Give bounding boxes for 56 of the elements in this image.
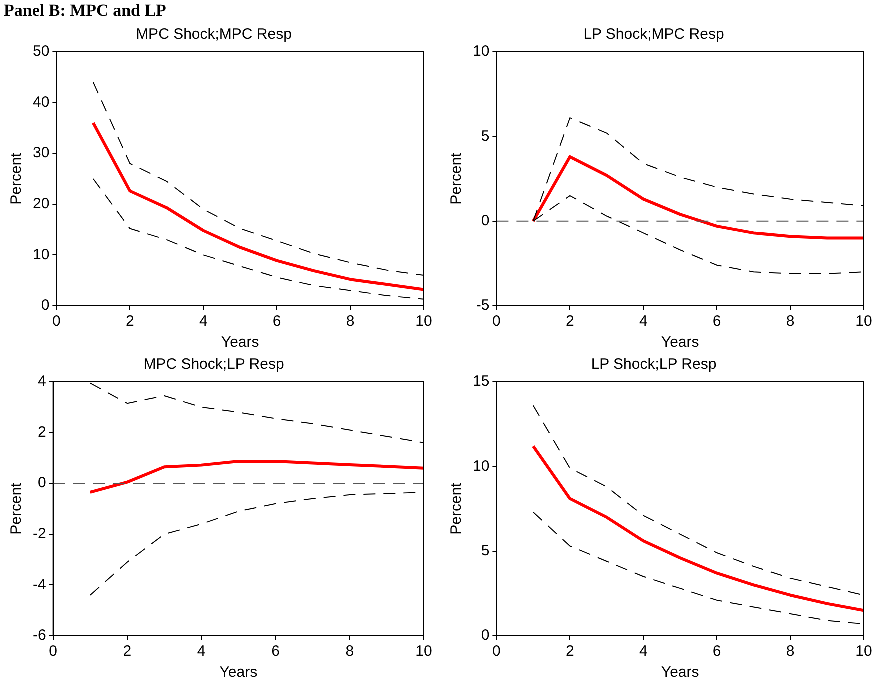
- y-tick-label: -2: [32, 526, 46, 543]
- y-tick-label: -6: [32, 627, 46, 644]
- x-axis-title: Years: [221, 334, 260, 352]
- x-tick-label: 4: [639, 313, 648, 330]
- x-tick-label: 8: [786, 313, 795, 330]
- y-tick-label: 0: [41, 297, 50, 314]
- x-tick-label: 0: [492, 643, 501, 660]
- x-tick-label: 4: [199, 313, 208, 330]
- y-axis-title: Percent: [448, 152, 466, 205]
- x-tick-label: 4: [639, 643, 648, 660]
- x-tick-label: 8: [346, 313, 355, 330]
- x-tick-label: 8: [786, 643, 795, 660]
- y-tick-label: 0: [481, 212, 490, 230]
- x-axis-title: Years: [661, 664, 700, 682]
- y-tick-label: 2: [38, 424, 46, 441]
- y-tick-label: -5: [476, 297, 490, 314]
- x-tick-label: 0: [492, 313, 501, 330]
- y-tick-label: 5: [481, 128, 490, 145]
- y-tick-label: 15: [472, 373, 490, 390]
- x-tick-label: 6: [712, 313, 722, 330]
- y-tick-label: 5: [481, 542, 490, 560]
- x-tick-label: 6: [712, 643, 722, 660]
- y-tick-label: 0: [38, 474, 46, 492]
- x-tick-label: 6: [272, 313, 282, 330]
- y-tick-label: 10: [472, 43, 490, 60]
- chart-title: LP Shock;MPC Resp: [584, 26, 724, 44]
- y-tick-label: 40: [32, 94, 50, 111]
- x-tick-label: 4: [197, 643, 206, 660]
- x-tick-label: 2: [566, 313, 574, 330]
- chart-title: MPC Shock;MPC Resp: [136, 26, 292, 44]
- x-tick-label: 2: [566, 643, 574, 660]
- y-tick-label: 4: [38, 373, 46, 390]
- x-tick-label: 10: [416, 643, 432, 660]
- x-tick-label: 10: [856, 313, 872, 330]
- x-tick-label: 0: [52, 313, 61, 330]
- y-axis-title: Percent: [8, 152, 26, 205]
- x-tick-label: 2: [123, 643, 132, 660]
- y-axis-title: Percent: [448, 482, 466, 535]
- y-tick-label: 30: [32, 144, 50, 162]
- x-tick-label: 8: [346, 643, 354, 660]
- y-tick-label: 50: [32, 43, 50, 60]
- x-tick-label: 10: [416, 313, 432, 330]
- x-tick-label: 2: [126, 313, 134, 330]
- y-axis-title: Percent: [8, 482, 26, 535]
- x-axis-title: Years: [661, 334, 700, 352]
- y-tick-label: 20: [32, 196, 50, 213]
- chart-title: MPC Shock;LP Resp: [144, 356, 284, 374]
- text: Panel B: MPC and LP: [3, 0, 168, 22]
- y-tick-label: -4: [32, 576, 46, 594]
- x-axis-title: Years: [220, 664, 258, 682]
- x-tick-label: 10: [856, 643, 872, 660]
- y-tick-label: 10: [32, 246, 50, 264]
- y-tick-label: 0: [481, 627, 490, 644]
- chart-title: LP Shock;LP Resp: [591, 356, 717, 374]
- y-tick-label: 10: [472, 458, 490, 475]
- x-tick-label: 6: [272, 643, 280, 660]
